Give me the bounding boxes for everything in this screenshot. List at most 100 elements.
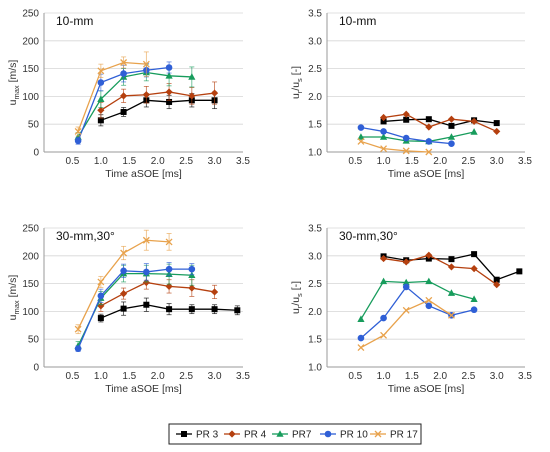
data-point: [120, 305, 127, 312]
y-tick-label: 100: [22, 307, 39, 318]
y-tick-label: 3.5: [308, 9, 322, 20]
legend-label: PR 4: [244, 430, 267, 441]
data-point: [379, 113, 388, 122]
legend-label: PR7: [292, 430, 312, 441]
y-tick-label: 2.0: [308, 92, 322, 103]
legend-entry: PR 17: [370, 430, 418, 441]
data-point: [188, 306, 195, 313]
y-label-part: [-]: [290, 66, 302, 78]
data-point: [188, 265, 196, 273]
y-label-subscript: max: [12, 300, 21, 314]
data-point: [357, 344, 365, 351]
x-tick-label: 3.5: [518, 371, 532, 382]
data-point: [471, 251, 478, 258]
legend-entry: PR 10: [320, 430, 368, 441]
x-tick-label: 2.5: [179, 371, 193, 382]
x-tick-label: 2.0: [151, 371, 165, 382]
x-tick-label: 0.5: [348, 371, 362, 382]
y-tick-label: 150: [22, 279, 39, 290]
data-point: [166, 306, 173, 313]
series-pr17: [357, 296, 455, 351]
y-tick-label: 2.5: [308, 64, 322, 75]
x-tick-label: 0.5: [65, 156, 79, 167]
y-tick-label: 0: [33, 148, 39, 159]
data-point: [425, 138, 433, 145]
data-point: [470, 295, 478, 302]
data-point: [188, 73, 196, 80]
data-point: [357, 124, 365, 131]
y-tick-label: 1.5: [308, 120, 322, 131]
series-pr17: [357, 137, 433, 156]
data-point: [425, 123, 433, 131]
data-point: [448, 256, 455, 263]
series-line: [100, 281, 215, 307]
data-point: [357, 315, 365, 322]
series-line: [77, 268, 192, 349]
data-point: [447, 289, 456, 296]
series-pr4: [379, 110, 501, 136]
series-line: [360, 140, 429, 153]
data-point: [493, 127, 501, 136]
data-point: [380, 118, 387, 125]
data-point: [142, 278, 150, 287]
x-tick-label: 1.0: [94, 156, 108, 167]
data-point: [380, 331, 388, 339]
panel-title: 30-mm,30°: [339, 229, 398, 243]
data-point: [402, 306, 410, 314]
data-point: [425, 302, 433, 310]
series-pr17: [74, 51, 150, 137]
data-point: [74, 127, 82, 135]
data-point: [402, 147, 410, 155]
legend-label: PR 17: [390, 430, 418, 441]
y-tick-label: 1.5: [308, 335, 322, 346]
data-point: [97, 278, 105, 286]
y-axis-label: ur/us [-]: [290, 281, 304, 314]
y-label-part: [-]: [290, 281, 302, 293]
y-label-part: u: [7, 99, 19, 105]
x-tick-label: 3.0: [490, 371, 504, 382]
data-point: [425, 148, 433, 156]
data-point: [379, 133, 388, 140]
y-tick-label: 1.0: [308, 363, 322, 374]
data-point: [447, 115, 456, 123]
y-tick-label: 3.0: [308, 36, 322, 47]
x-tick-label: 3.5: [518, 156, 532, 167]
panel-title: 10-mm: [56, 14, 93, 28]
x-tick-label: 2.5: [461, 156, 475, 167]
y-label-part: u: [290, 308, 302, 314]
data-point: [493, 281, 501, 289]
data-point: [165, 282, 173, 290]
y-tick-label: 2.5: [308, 279, 322, 290]
series-pr4: [97, 275, 219, 312]
legend-box: [168, 423, 422, 445]
y-tick-label: 150: [22, 64, 39, 75]
y-tick-label: 3.5: [308, 224, 322, 235]
data-point: [97, 302, 105, 310]
y-label-part: u: [290, 93, 302, 99]
series-pr4: [379, 251, 501, 289]
legend-label: PR 10: [340, 430, 368, 441]
y-tick-label: 3.0: [308, 251, 322, 262]
y-tick-label: 2.0: [308, 307, 322, 318]
legend-marker: [324, 430, 332, 438]
series-line: [77, 61, 147, 132]
data-point: [402, 258, 410, 266]
data-point: [402, 283, 410, 291]
x-tick-label: 3.5: [236, 156, 250, 167]
series-line: [100, 91, 215, 111]
data-point: [120, 249, 128, 257]
data-point: [357, 137, 365, 145]
y-axis-label: umax [m/s]: [7, 60, 21, 106]
x-tick-label: 0.5: [348, 156, 362, 167]
y-label-subscript: s: [295, 78, 304, 82]
series-pr10: [74, 262, 196, 352]
x-axis-label: Time aSOE [ms]: [105, 383, 182, 395]
y-tick-label: 50: [28, 120, 40, 131]
x-tick-label: 1.5: [405, 156, 419, 167]
data-point: [210, 89, 219, 97]
data-point: [120, 59, 128, 66]
series-pr7: [357, 277, 478, 322]
data-point: [470, 264, 478, 273]
legend-marker: [276, 430, 284, 437]
